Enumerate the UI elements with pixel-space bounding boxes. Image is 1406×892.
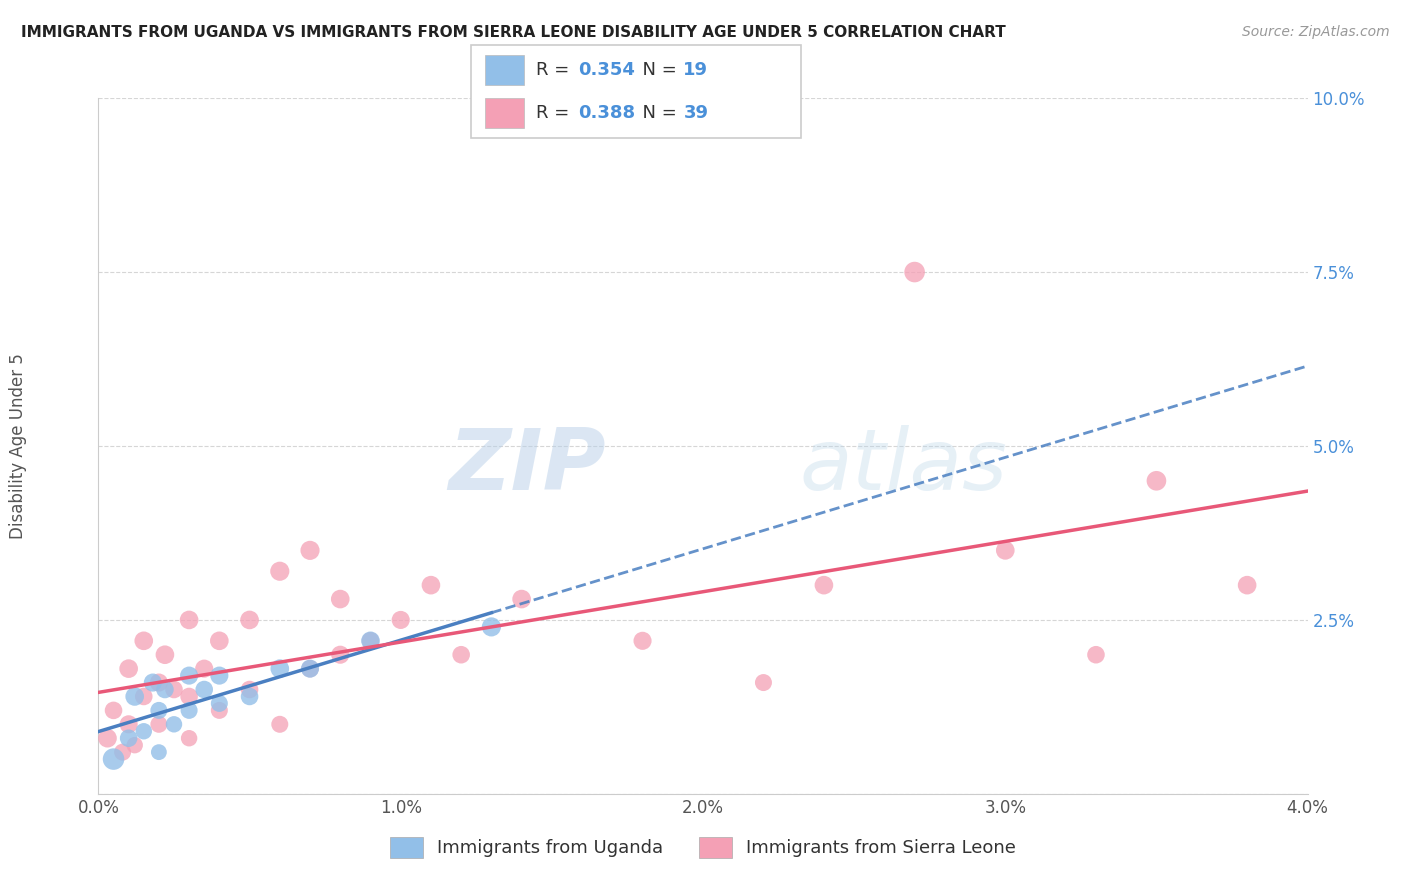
Point	[179, 731, 201, 746]
Point	[1085, 648, 1108, 662]
Point	[118, 731, 141, 746]
Text: 39: 39	[683, 104, 709, 122]
Point	[124, 690, 146, 704]
Point	[239, 690, 262, 704]
Point	[510, 592, 533, 607]
Point	[179, 668, 201, 682]
Point	[118, 662, 141, 676]
Point	[96, 731, 118, 746]
Point	[904, 265, 927, 279]
Point	[420, 578, 443, 592]
Text: R =: R =	[536, 104, 575, 122]
Text: 0.388: 0.388	[578, 104, 636, 122]
Point	[142, 675, 165, 690]
Point	[994, 543, 1017, 558]
Text: 19: 19	[683, 61, 709, 78]
Point	[208, 668, 231, 682]
Point	[299, 662, 322, 676]
Point	[752, 675, 775, 690]
Text: ZIP: ZIP	[449, 425, 606, 508]
Point	[208, 633, 231, 648]
Legend: Immigrants from Uganda, Immigrants from Sierra Leone: Immigrants from Uganda, Immigrants from …	[382, 830, 1024, 865]
Point	[148, 703, 170, 717]
Point	[631, 633, 654, 648]
Point	[132, 633, 155, 648]
Point	[299, 543, 322, 558]
Point	[148, 745, 170, 759]
Point	[153, 682, 176, 697]
Point	[103, 752, 125, 766]
Text: atlas: atlas	[800, 425, 1008, 508]
Point	[193, 682, 215, 697]
Point	[329, 648, 352, 662]
Point	[269, 662, 291, 676]
Point	[103, 703, 125, 717]
Point	[239, 613, 262, 627]
Text: Source: ZipAtlas.com: Source: ZipAtlas.com	[1241, 25, 1389, 39]
Point	[179, 703, 201, 717]
Text: N =: N =	[631, 61, 683, 78]
Point	[148, 675, 170, 690]
Point	[1146, 474, 1168, 488]
Y-axis label: Disability Age Under 5: Disability Age Under 5	[10, 353, 27, 539]
Point	[124, 738, 146, 752]
Point	[450, 648, 472, 662]
Point	[481, 620, 503, 634]
Text: IMMIGRANTS FROM UGANDA VS IMMIGRANTS FROM SIERRA LEONE DISABILITY AGE UNDER 5 CO: IMMIGRANTS FROM UGANDA VS IMMIGRANTS FRO…	[21, 25, 1005, 40]
Point	[269, 717, 291, 731]
Text: N =: N =	[631, 104, 683, 122]
Point	[813, 578, 835, 592]
Point	[360, 633, 382, 648]
Point	[208, 703, 231, 717]
Point	[389, 613, 412, 627]
Point	[118, 717, 141, 731]
Point	[179, 613, 201, 627]
Text: 0.354: 0.354	[578, 61, 634, 78]
Point	[299, 662, 322, 676]
Point	[132, 690, 155, 704]
Point	[360, 633, 382, 648]
Point	[1236, 578, 1258, 592]
Point	[269, 564, 291, 578]
Point	[153, 648, 176, 662]
Point	[163, 682, 186, 697]
Point	[132, 724, 155, 739]
Point	[239, 682, 262, 697]
Point	[148, 717, 170, 731]
Point	[163, 717, 186, 731]
Text: R =: R =	[536, 61, 575, 78]
Point	[179, 690, 201, 704]
Point	[193, 662, 215, 676]
Point	[329, 592, 352, 607]
Point	[208, 697, 231, 711]
Point	[111, 745, 134, 759]
